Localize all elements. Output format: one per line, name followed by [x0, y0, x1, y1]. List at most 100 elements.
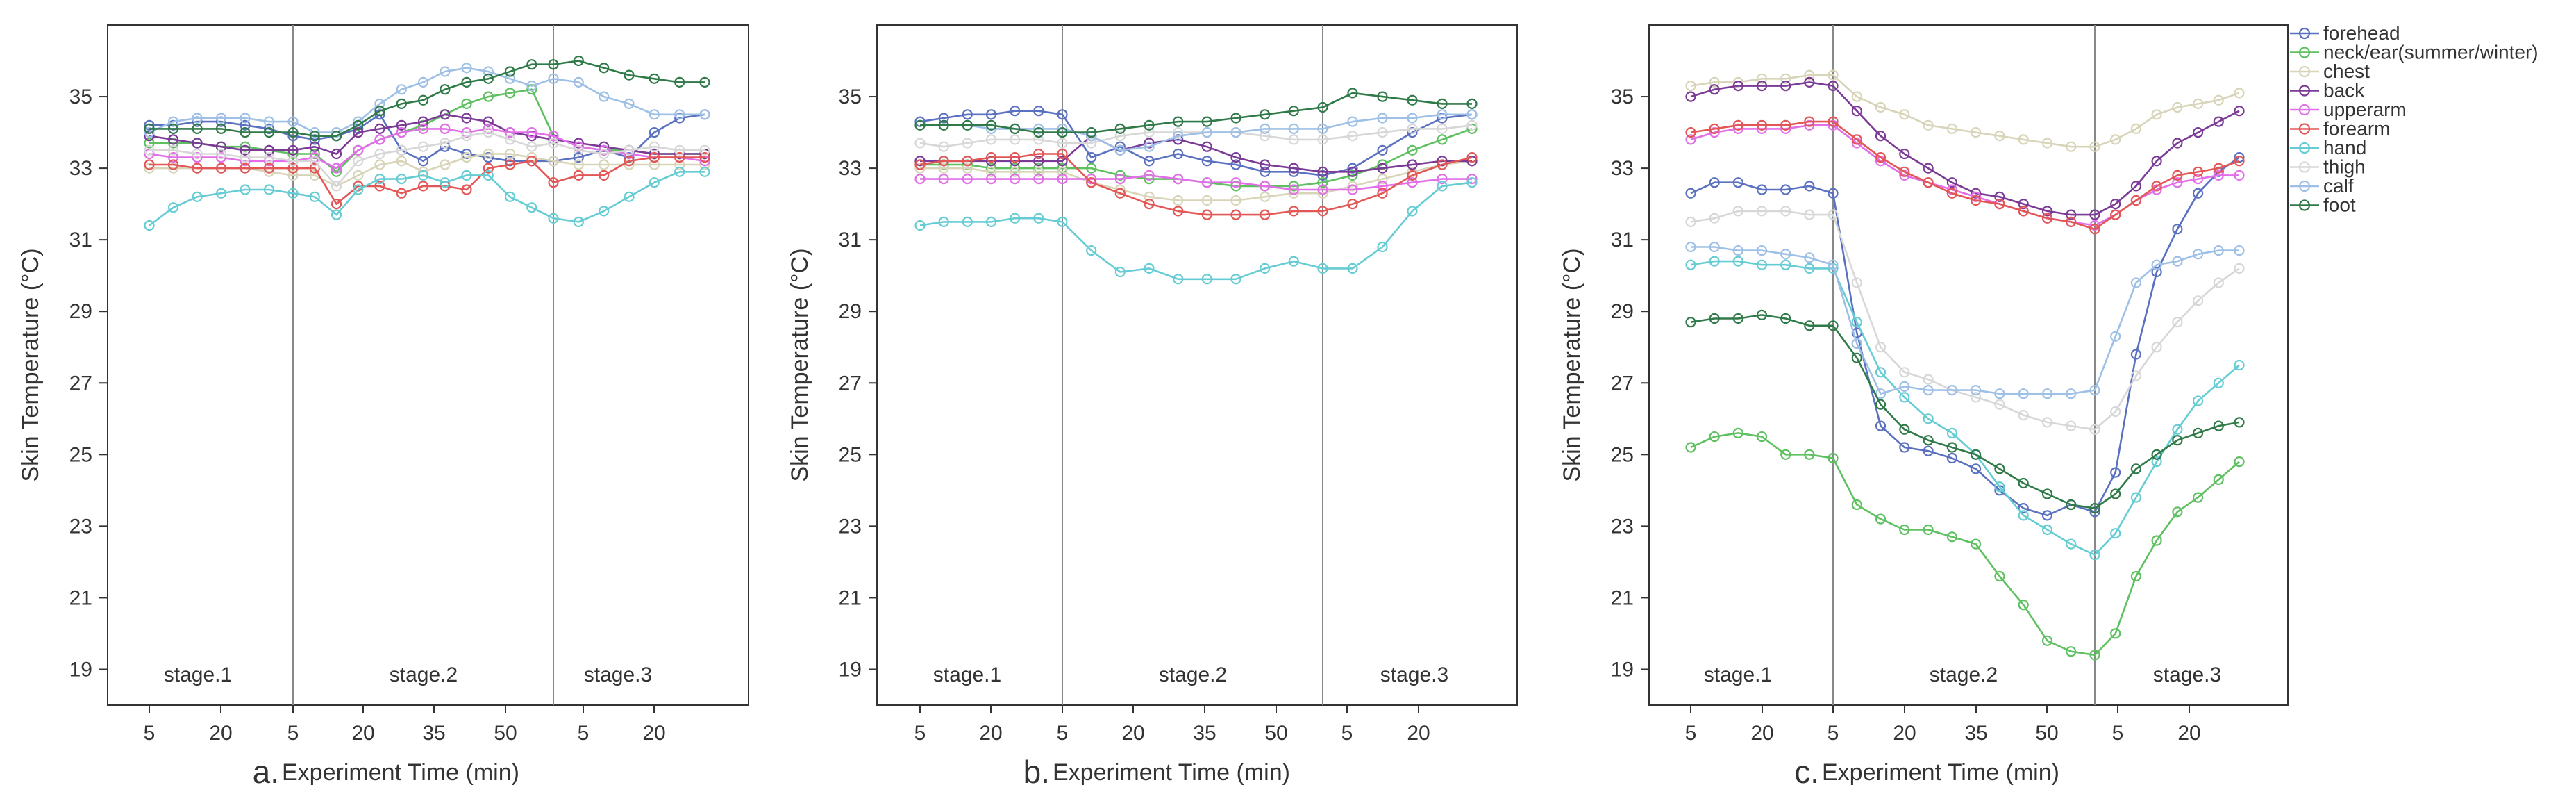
data-point [985, 109, 997, 120]
data-point [2172, 435, 2183, 446]
data-point [1466, 123, 1478, 134]
data-point [1173, 274, 1184, 285]
data-point [526, 84, 537, 95]
series-line-foot [920, 92, 1472, 133]
data-point [1732, 123, 1743, 134]
data-point [573, 141, 584, 152]
data-point [649, 159, 660, 170]
data-point [699, 144, 710, 156]
series-foot [914, 88, 1478, 138]
y-tick-label: 25 [839, 443, 862, 466]
data-point [440, 66, 451, 77]
data-point [938, 216, 949, 227]
data-point [2066, 388, 2077, 399]
data-point [1086, 138, 1097, 149]
y-tick-label: 35 [839, 85, 862, 108]
data-point [1685, 241, 1696, 253]
data-point [144, 159, 155, 170]
data-point [1317, 166, 1328, 177]
data-point [2151, 109, 2162, 120]
data-point [2089, 224, 2100, 235]
series-line-back [1690, 81, 2240, 216]
data-point [1685, 127, 1696, 138]
data-point [1709, 76, 1720, 88]
data-point [1685, 216, 1696, 227]
data-point [1685, 80, 1696, 92]
data-point [2130, 181, 2141, 192]
data-point [649, 152, 660, 163]
series-neck-ear-summer-winter [1685, 427, 2245, 661]
data-point [1466, 156, 1478, 167]
data-point [1875, 513, 1887, 525]
data-point [674, 144, 685, 156]
data-point [2151, 456, 2162, 468]
data-point [2193, 295, 2204, 306]
data-point [353, 127, 364, 138]
data-point [1033, 174, 1044, 185]
data-point [1057, 148, 1068, 160]
data-point [1288, 181, 1299, 192]
data-point [2066, 538, 2077, 550]
data-point [374, 181, 385, 192]
y-tick-label: 31 [69, 229, 92, 251]
series-foot [144, 55, 710, 142]
data-point [2130, 349, 2141, 360]
data-point [2151, 259, 2162, 270]
series-line-upperarm [149, 128, 705, 170]
data-point [1851, 91, 1862, 102]
data-point [287, 188, 299, 199]
data-point [1732, 119, 1743, 131]
data-point [2041, 213, 2053, 224]
y-tick-label: 33 [839, 157, 862, 180]
series-line-foot [1690, 314, 2240, 509]
data-point [440, 177, 451, 188]
data-point [1230, 195, 1241, 206]
data-point [1899, 524, 1910, 536]
data-point [1201, 116, 1212, 127]
data-point [674, 152, 685, 163]
legend-label: neck/ear(summer/winter) [2323, 42, 2539, 63]
data-point [1851, 277, 1862, 288]
data-point [417, 76, 429, 88]
data-point [1260, 131, 1271, 142]
data-point [1466, 109, 1478, 120]
data-point [1756, 73, 1768, 84]
data-point [1288, 106, 1299, 117]
legend-swatch-marker [2298, 104, 2311, 116]
data-point [461, 76, 472, 88]
data-point [1230, 159, 1241, 170]
x-tick-label: 5 [1828, 722, 1839, 745]
data-point [263, 184, 275, 195]
data-point [1230, 181, 1241, 192]
data-point [1466, 152, 1478, 163]
data-point [1466, 174, 1478, 185]
data-point [2193, 427, 2204, 439]
data-point [417, 170, 429, 181]
series-line-neck-ear-summer-winter [1690, 432, 2240, 657]
data-point [1923, 445, 1934, 456]
data-point [2089, 424, 2100, 435]
data-point [1407, 206, 1418, 217]
data-point [1437, 181, 1448, 192]
data-point [263, 152, 275, 163]
data-point [1756, 245, 1768, 256]
data-point [1173, 206, 1184, 217]
data-point [1347, 184, 1358, 195]
data-point [1709, 431, 1720, 443]
series-hand [914, 177, 1478, 285]
series-chest [1685, 69, 2245, 152]
data-point [548, 177, 559, 188]
y-tick-label: 35 [69, 85, 92, 108]
data-point [2018, 510, 2029, 521]
legend-label: thigh [2323, 156, 2366, 178]
data-point [1804, 449, 1815, 460]
data-point [309, 131, 320, 142]
data-point [1756, 309, 1768, 320]
data-point [1260, 123, 1271, 134]
data-point [1288, 256, 1299, 267]
data-point [1114, 123, 1126, 134]
series-foot [1685, 309, 2245, 514]
stage-label: stage.2 [390, 663, 458, 686]
series-back [144, 109, 710, 160]
stage-label: stage.1 [164, 663, 232, 686]
